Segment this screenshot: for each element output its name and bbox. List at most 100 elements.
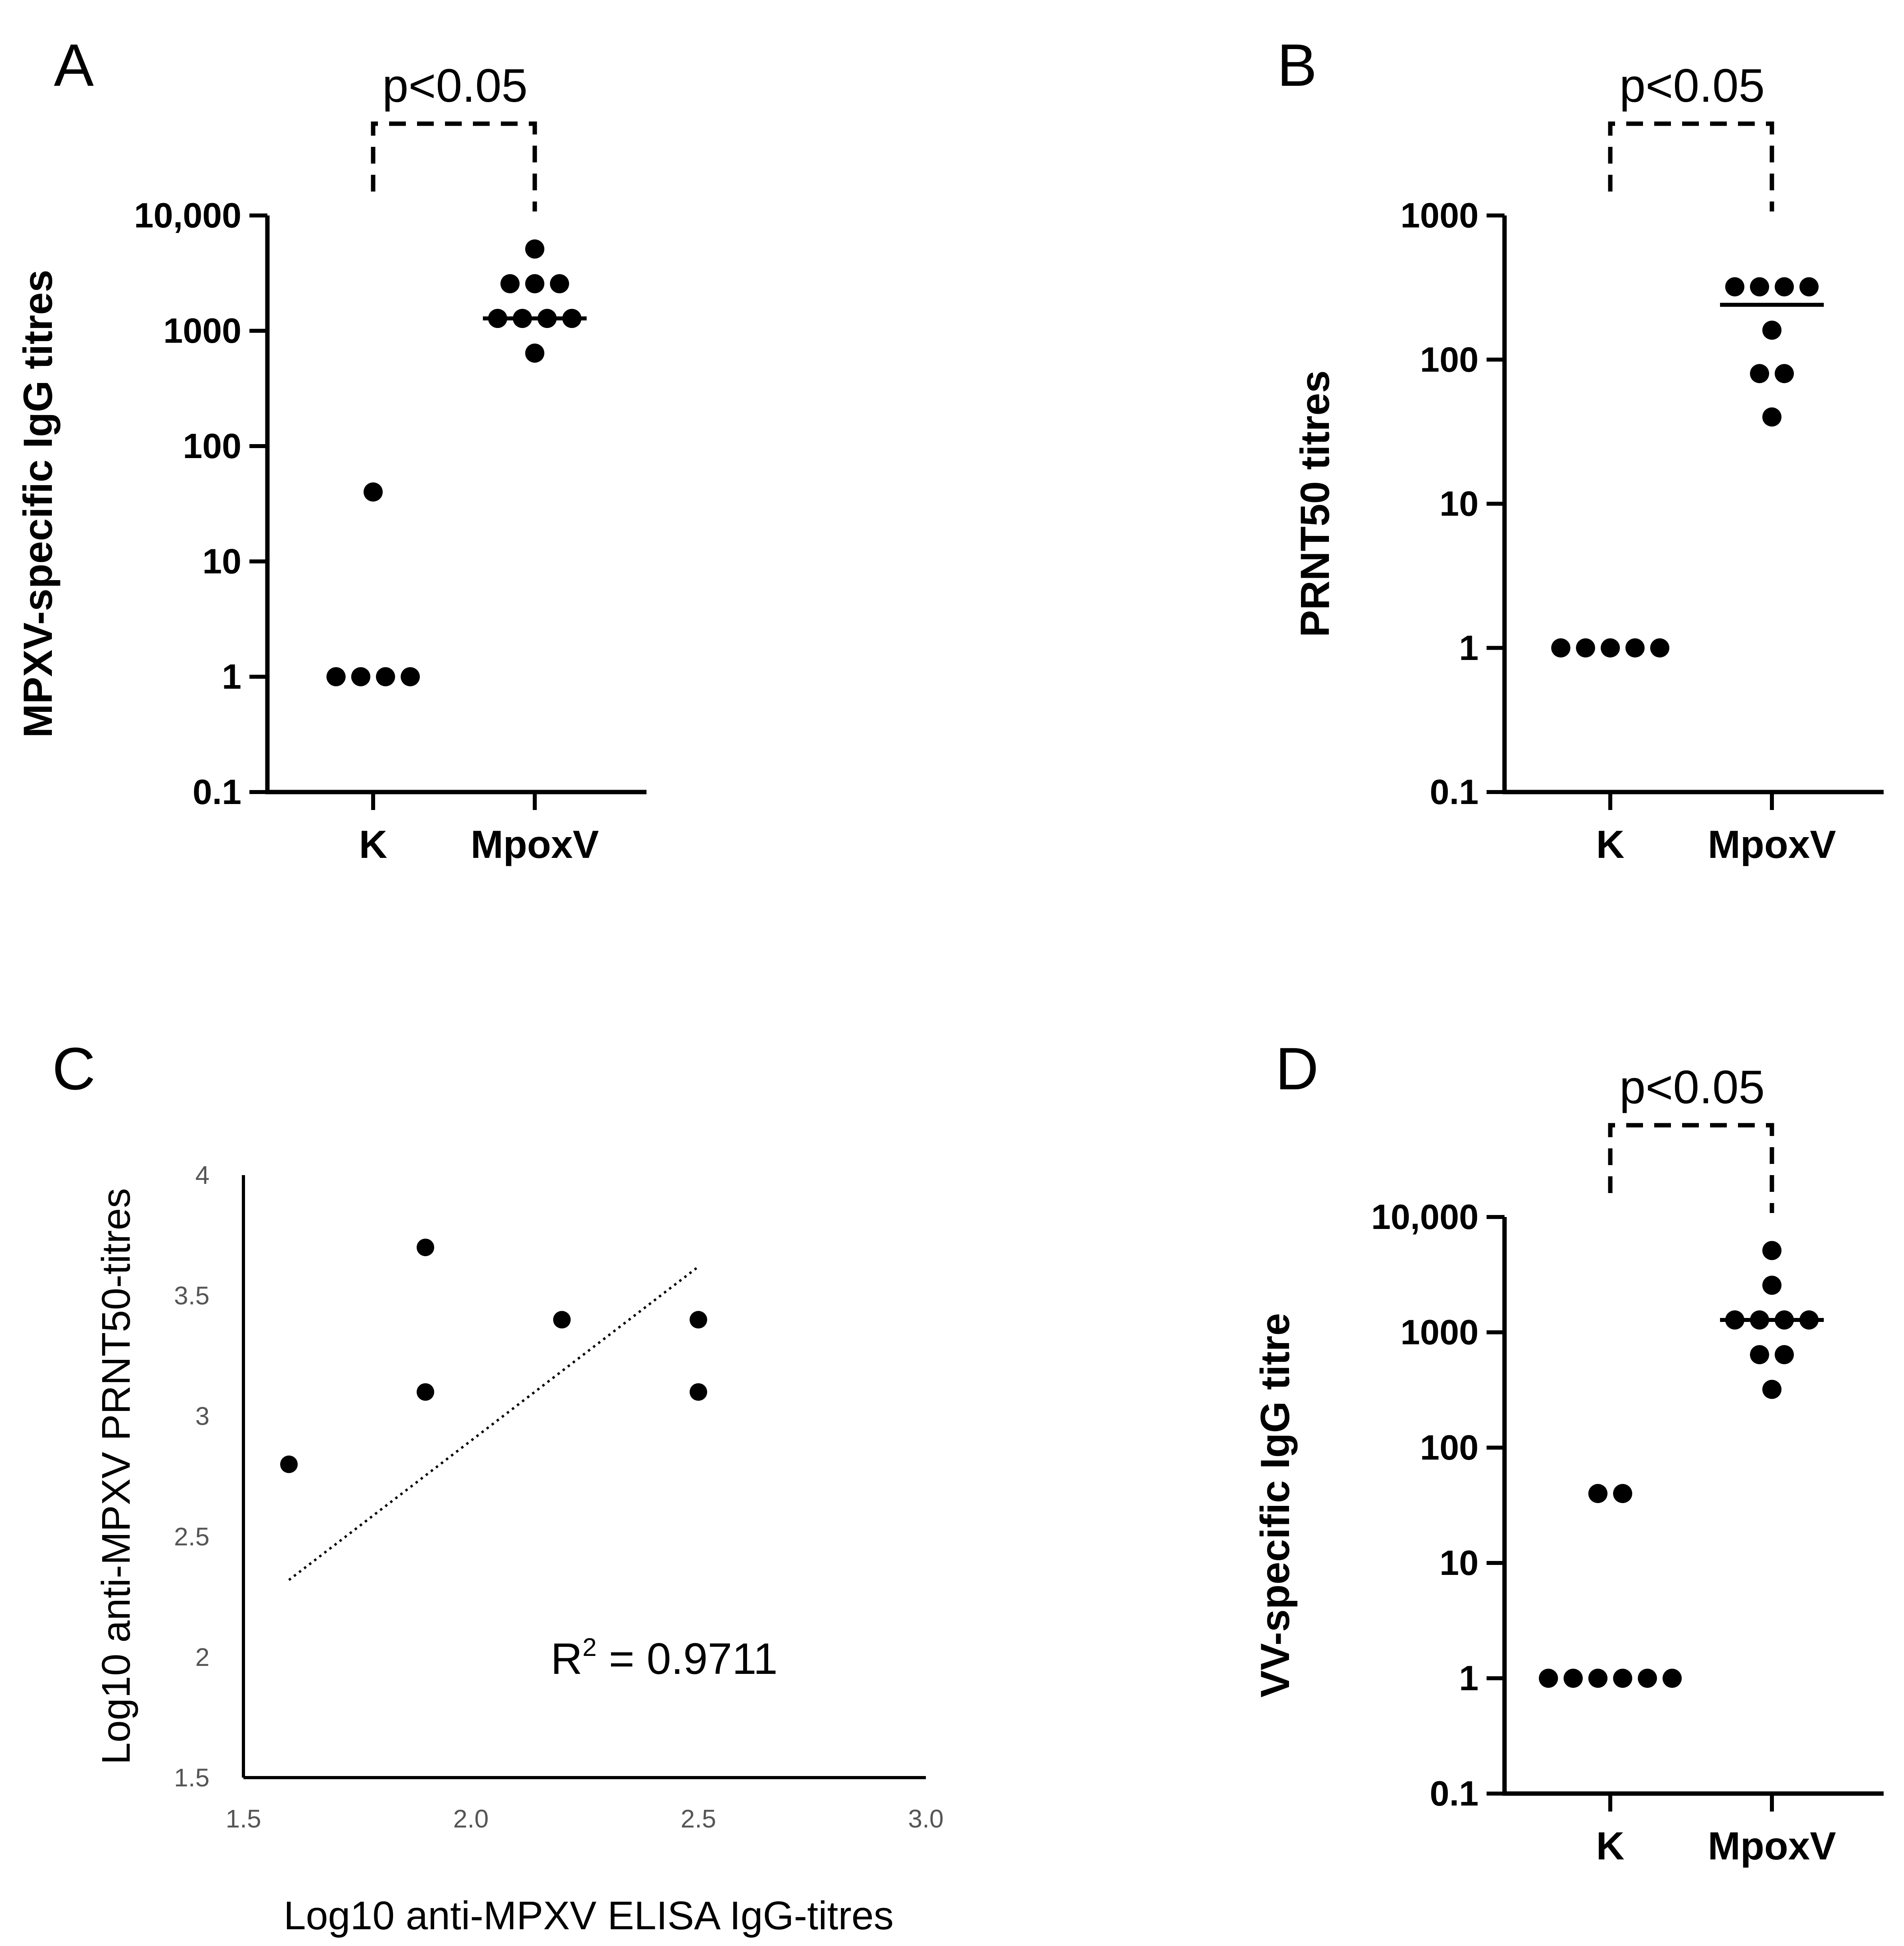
y-tick-label: 10,000 (1371, 1197, 1479, 1237)
category-label: K (1596, 1824, 1625, 1868)
data-point (1613, 1484, 1632, 1503)
data-point (280, 1456, 298, 1473)
y-axis-label: MPXV-specific IgG titres (15, 270, 61, 738)
r2-letter: R (551, 1634, 582, 1683)
data-point (376, 667, 395, 686)
category-label: MpoxV (471, 822, 599, 866)
data-point (525, 239, 544, 259)
panel-c: C 1.5 2.0 2.5 3.0 4 3.5 3 2.5 2 1.5 Log10 anti-MPXV… (52, 1035, 944, 1938)
data-point (417, 1383, 434, 1401)
trendline (289, 1267, 698, 1580)
r-squared-label: R2 = 0.9711 (551, 1633, 778, 1683)
y-tick-label: 10 (202, 541, 241, 581)
data-point (1725, 277, 1744, 296)
y-tick-label: 100 (1420, 340, 1479, 379)
y-tick-label: 4 (195, 1161, 210, 1189)
data-point (1775, 1345, 1794, 1364)
data-point (326, 667, 346, 686)
panel-letter: D (1275, 1035, 1319, 1102)
data-point (1762, 321, 1781, 340)
x-tick-label: 2.0 (453, 1804, 489, 1833)
y-tick-label: 3.5 (174, 1281, 210, 1310)
r2-value: = 0.9711 (597, 1634, 778, 1683)
y-tick-label: 2.5 (174, 1522, 210, 1551)
category-label: MpoxV (1708, 822, 1836, 866)
y-tick-label: 2 (195, 1643, 210, 1671)
data-point (1539, 1669, 1558, 1688)
significance-label: p<0.05 (382, 59, 528, 112)
panel-letter: B (1277, 32, 1317, 99)
panel-letter: C (52, 1035, 95, 1102)
y-tick-label: 10 (1439, 1543, 1479, 1582)
y-tick-label: 1 (222, 657, 241, 696)
y-tick-label: 1000 (1400, 1312, 1479, 1352)
panel-letter: A (54, 32, 94, 99)
y-tick-label: 10,000 (134, 196, 241, 235)
y-axis-label: Log10 anti-MPXV PRNT50-titres (94, 1188, 138, 1764)
x-tick-label: 3.0 (908, 1804, 944, 1833)
y-tick-label: 1.5 (174, 1763, 210, 1792)
data-point (690, 1311, 707, 1328)
x-tick-label: 2.5 (681, 1804, 716, 1833)
data-point (690, 1383, 707, 1401)
y-axis-label: VV-specific IgG titre (1252, 1313, 1298, 1698)
category-label: K (359, 822, 388, 866)
data-point (1564, 1669, 1583, 1688)
significance-bracket (373, 124, 535, 211)
y-tick-label: 1000 (1400, 196, 1479, 235)
significance-bracket (1610, 1125, 1772, 1213)
data-point (550, 274, 569, 293)
x-tick-label: 1.5 (226, 1804, 261, 1833)
y-tick-label: 1 (1459, 628, 1479, 668)
r2-superscript: 2 (582, 1633, 597, 1662)
y-tick-label: 1000 (163, 311, 241, 350)
data-point (1762, 1276, 1781, 1295)
data-point (1775, 364, 1794, 383)
y-tick-label: 10 (1439, 484, 1479, 524)
panel-d: D 0.1 1 10 100 1000 10,000 K MpoxV VV-specific Ig… (1252, 1035, 1884, 1868)
data-point (1588, 1669, 1607, 1688)
data-point (525, 344, 544, 363)
data-point (401, 667, 420, 686)
y-tick-label: 3 (195, 1402, 210, 1430)
data-point (1750, 364, 1769, 383)
y-tick-label: 0.1 (193, 772, 241, 812)
data-point (525, 274, 544, 293)
data-point (1638, 1669, 1657, 1688)
data-point (1775, 277, 1794, 296)
data-point (1762, 1380, 1781, 1399)
x-axis-label: Log10 anti-MPXV ELISA IgG-titres (284, 1893, 894, 1938)
significance-label: p<0.05 (1619, 59, 1765, 112)
data-point (351, 667, 370, 686)
data-point (1551, 638, 1570, 658)
data-point (553, 1311, 571, 1328)
data-point (1576, 638, 1595, 658)
data-point (1650, 638, 1669, 658)
data-point (1588, 1484, 1607, 1503)
y-tick-label: 0.1 (1430, 1774, 1479, 1813)
figure: A 0.1 1 10 100 1000 10,000 K MpoxV MPXV-specific … (0, 0, 1904, 1946)
data-point (417, 1239, 434, 1256)
category-label: MpoxV (1708, 1824, 1836, 1868)
data-point (1663, 1669, 1682, 1688)
y-axis-label: PRNT50 titres (1292, 370, 1338, 637)
category-label: K (1596, 822, 1625, 866)
panel-a: A 0.1 1 10 100 1000 10,000 K MpoxV MPXV-specific … (15, 32, 647, 866)
panel-b: B 0.1 1 10 100 1000 K MpoxV PRNT50 titres p<0.05 (1277, 32, 1884, 866)
data-point (1601, 638, 1620, 658)
y-tick-label: 0.1 (1430, 772, 1479, 812)
data-point (1799, 277, 1819, 296)
data-point (1750, 277, 1769, 296)
data-point (1762, 1241, 1781, 1260)
data-point (1762, 407, 1781, 427)
data-point (1613, 1669, 1632, 1688)
y-tick-label: 100 (1420, 1428, 1479, 1467)
y-tick-label: 100 (183, 426, 241, 466)
significance-bracket (1610, 124, 1772, 211)
data-point (364, 482, 383, 502)
y-tick-label: 1 (1459, 1658, 1479, 1698)
data-point (1750, 1345, 1769, 1364)
data-point (500, 274, 520, 293)
significance-label: p<0.05 (1619, 1061, 1765, 1114)
data-point (1625, 638, 1645, 658)
